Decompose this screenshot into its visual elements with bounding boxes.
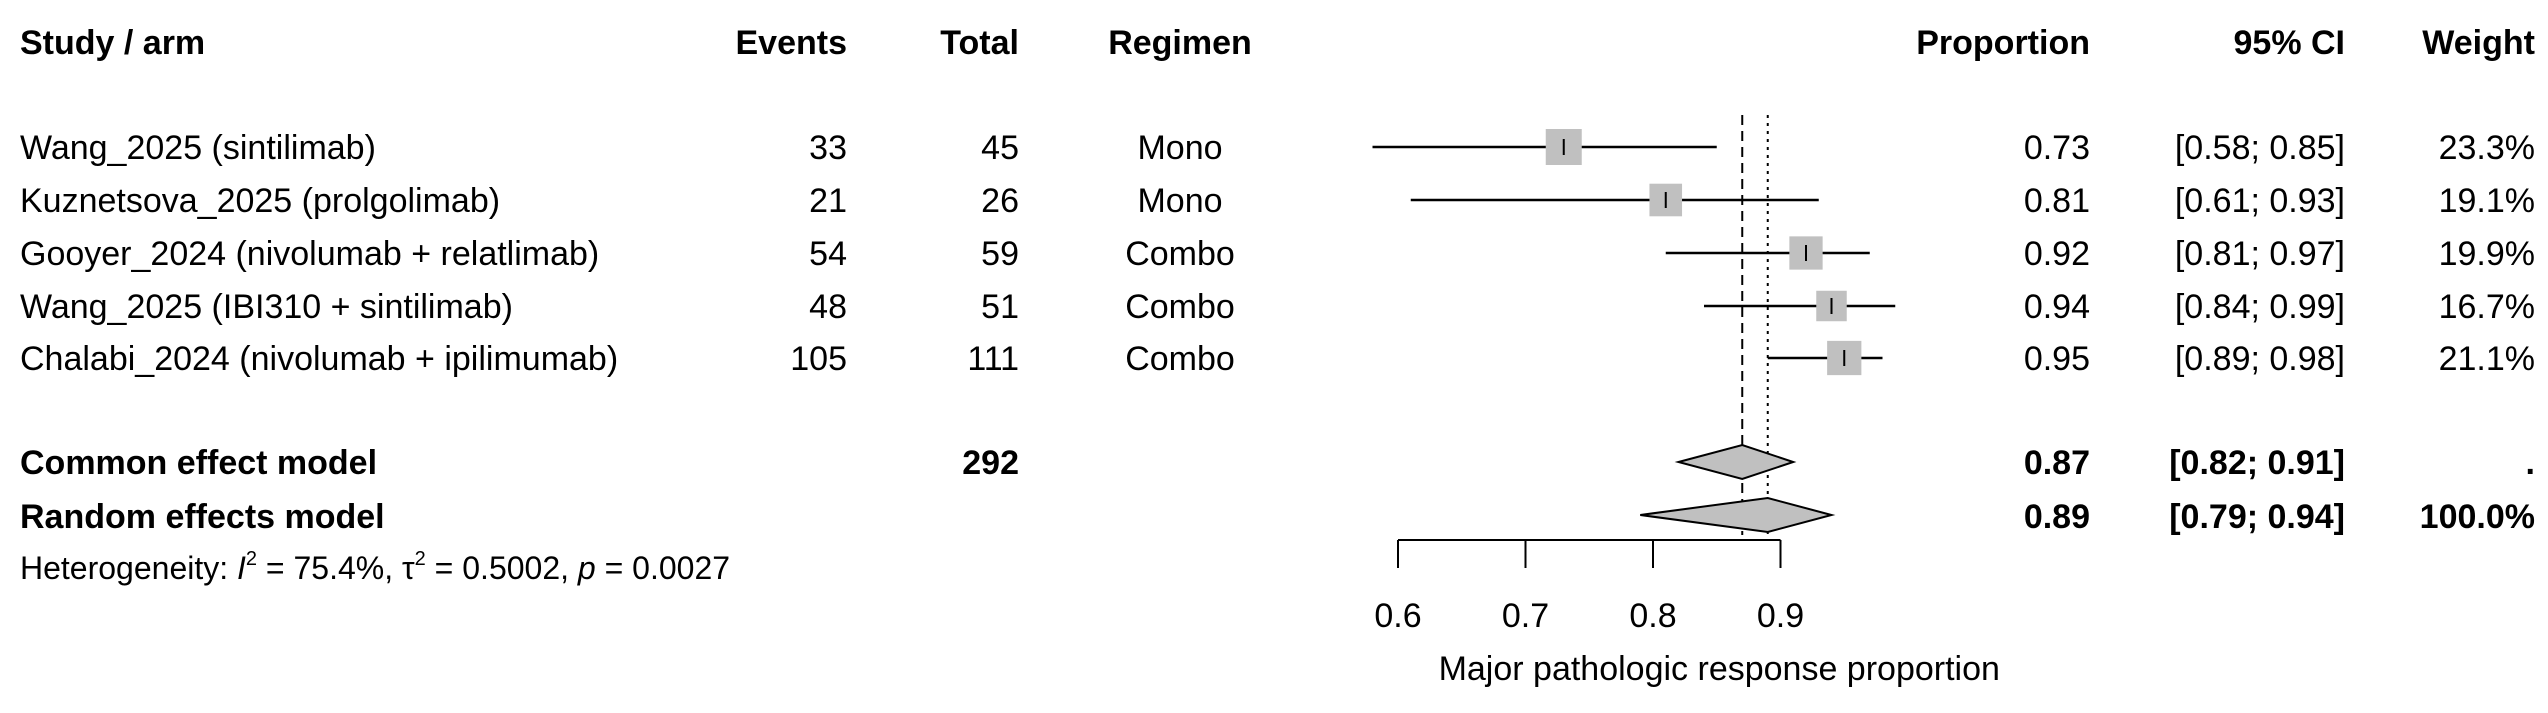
study-total: 111 (967, 340, 1019, 378)
summary-proportion: 0.89 (2023, 498, 2090, 536)
het-prefix: Heterogeneity: (20, 550, 238, 586)
study-name: Gooyer_2024 (nivolumab + relatlimab) (20, 235, 600, 273)
summary-proportion: 0.87 (2023, 444, 2090, 482)
het-i-sup: 2 (245, 548, 258, 570)
x-tick-label: 0.9 (1757, 597, 1804, 635)
study-regimen: Combo (1125, 288, 1235, 326)
summary-diamond (1640, 496, 1836, 534)
het-tau-symbol: τ (402, 550, 415, 586)
study-weight: 21.1% (2438, 340, 2535, 378)
study-weight: 19.1% (2438, 182, 2535, 220)
study-total: 59 (981, 235, 1019, 273)
header-ci: 95% CI (2233, 24, 2346, 62)
x-axis-label: Major pathologic response proportion (1439, 650, 2000, 688)
study-name: Wang_2025 (IBI310 + sintilimab) (20, 288, 513, 326)
summary-weight: 100.0% (2419, 498, 2535, 536)
het-p-symbol: p (577, 550, 596, 586)
study-name: Kuznetsova_2025 (prolgolimab) (20, 182, 501, 220)
heterogeneity-text: Heterogeneity: I2 = 75.4%, τ2 = 0.5002, … (20, 548, 731, 587)
summary-label: Common effect model (20, 444, 378, 482)
study-events: 21 (809, 182, 847, 220)
summary-label: Random effects model (20, 498, 385, 536)
study-ci: [0.84; 0.99] (2174, 288, 2345, 326)
study-regimen: Combo (1125, 235, 1235, 273)
study-name: Wang_2025 (sintilimab) (20, 129, 376, 167)
study-name: Chalabi_2024 (nivolumab + ipilimumab) (20, 340, 619, 378)
summary-total: 292 (962, 444, 1019, 482)
header-weight: Weight (2422, 24, 2535, 62)
header-events: Events (735, 24, 848, 62)
study-regimen: Mono (1137, 129, 1223, 167)
study-total: 26 (981, 182, 1019, 220)
study-total: 45 (981, 129, 1019, 167)
header-study: Study / arm (20, 24, 206, 62)
study-weight: 23.3% (2438, 129, 2535, 167)
study-total: 51 (981, 288, 1019, 326)
study-proportion: 0.81 (2023, 182, 2090, 220)
summary-ci: [0.79; 0.94] (2169, 498, 2345, 536)
study-events: 105 (790, 340, 847, 378)
header-total: Total (940, 24, 1019, 62)
study-proportion: 0.73 (2023, 129, 2090, 167)
study-proportion: 0.92 (2023, 235, 2090, 273)
study-events: 33 (809, 129, 847, 167)
header-proportion: Proportion (1916, 24, 2090, 62)
header-regimen: Regimen (1108, 24, 1252, 62)
het-p-value: = 0.0027 (595, 550, 731, 586)
study-proportion: 0.94 (2023, 288, 2090, 326)
study-regimen: Mono (1137, 182, 1223, 220)
study-events: 48 (809, 288, 847, 326)
x-tick-label: 0.8 (1629, 597, 1676, 635)
het-tau-sup: 2 (414, 548, 426, 570)
study-weight: 16.7% (2438, 288, 2535, 326)
het-i-value: = 75.4%, (257, 550, 403, 586)
het-tau-value: = 0.5002, (425, 550, 578, 586)
summary-ci: [0.82; 0.91] (2169, 444, 2345, 482)
study-weight: 19.9% (2438, 235, 2535, 273)
study-regimen: Combo (1125, 340, 1235, 378)
study-events: 54 (809, 235, 847, 273)
study-ci: [0.81; 0.97] (2174, 235, 2345, 273)
study-proportion: 0.95 (2023, 340, 2090, 378)
x-tick-label: 0.6 (1374, 597, 1421, 635)
summary-diamond (1674, 443, 1797, 481)
study-ci: [0.89; 0.98] (2174, 340, 2345, 378)
study-ci: [0.58; 0.85] (2174, 129, 2345, 167)
het-i-symbol: I (237, 550, 246, 586)
study-ci: [0.61; 0.93] (2174, 182, 2345, 220)
summary-weight: . (2525, 444, 2535, 482)
x-tick-label: 0.7 (1502, 597, 1549, 635)
